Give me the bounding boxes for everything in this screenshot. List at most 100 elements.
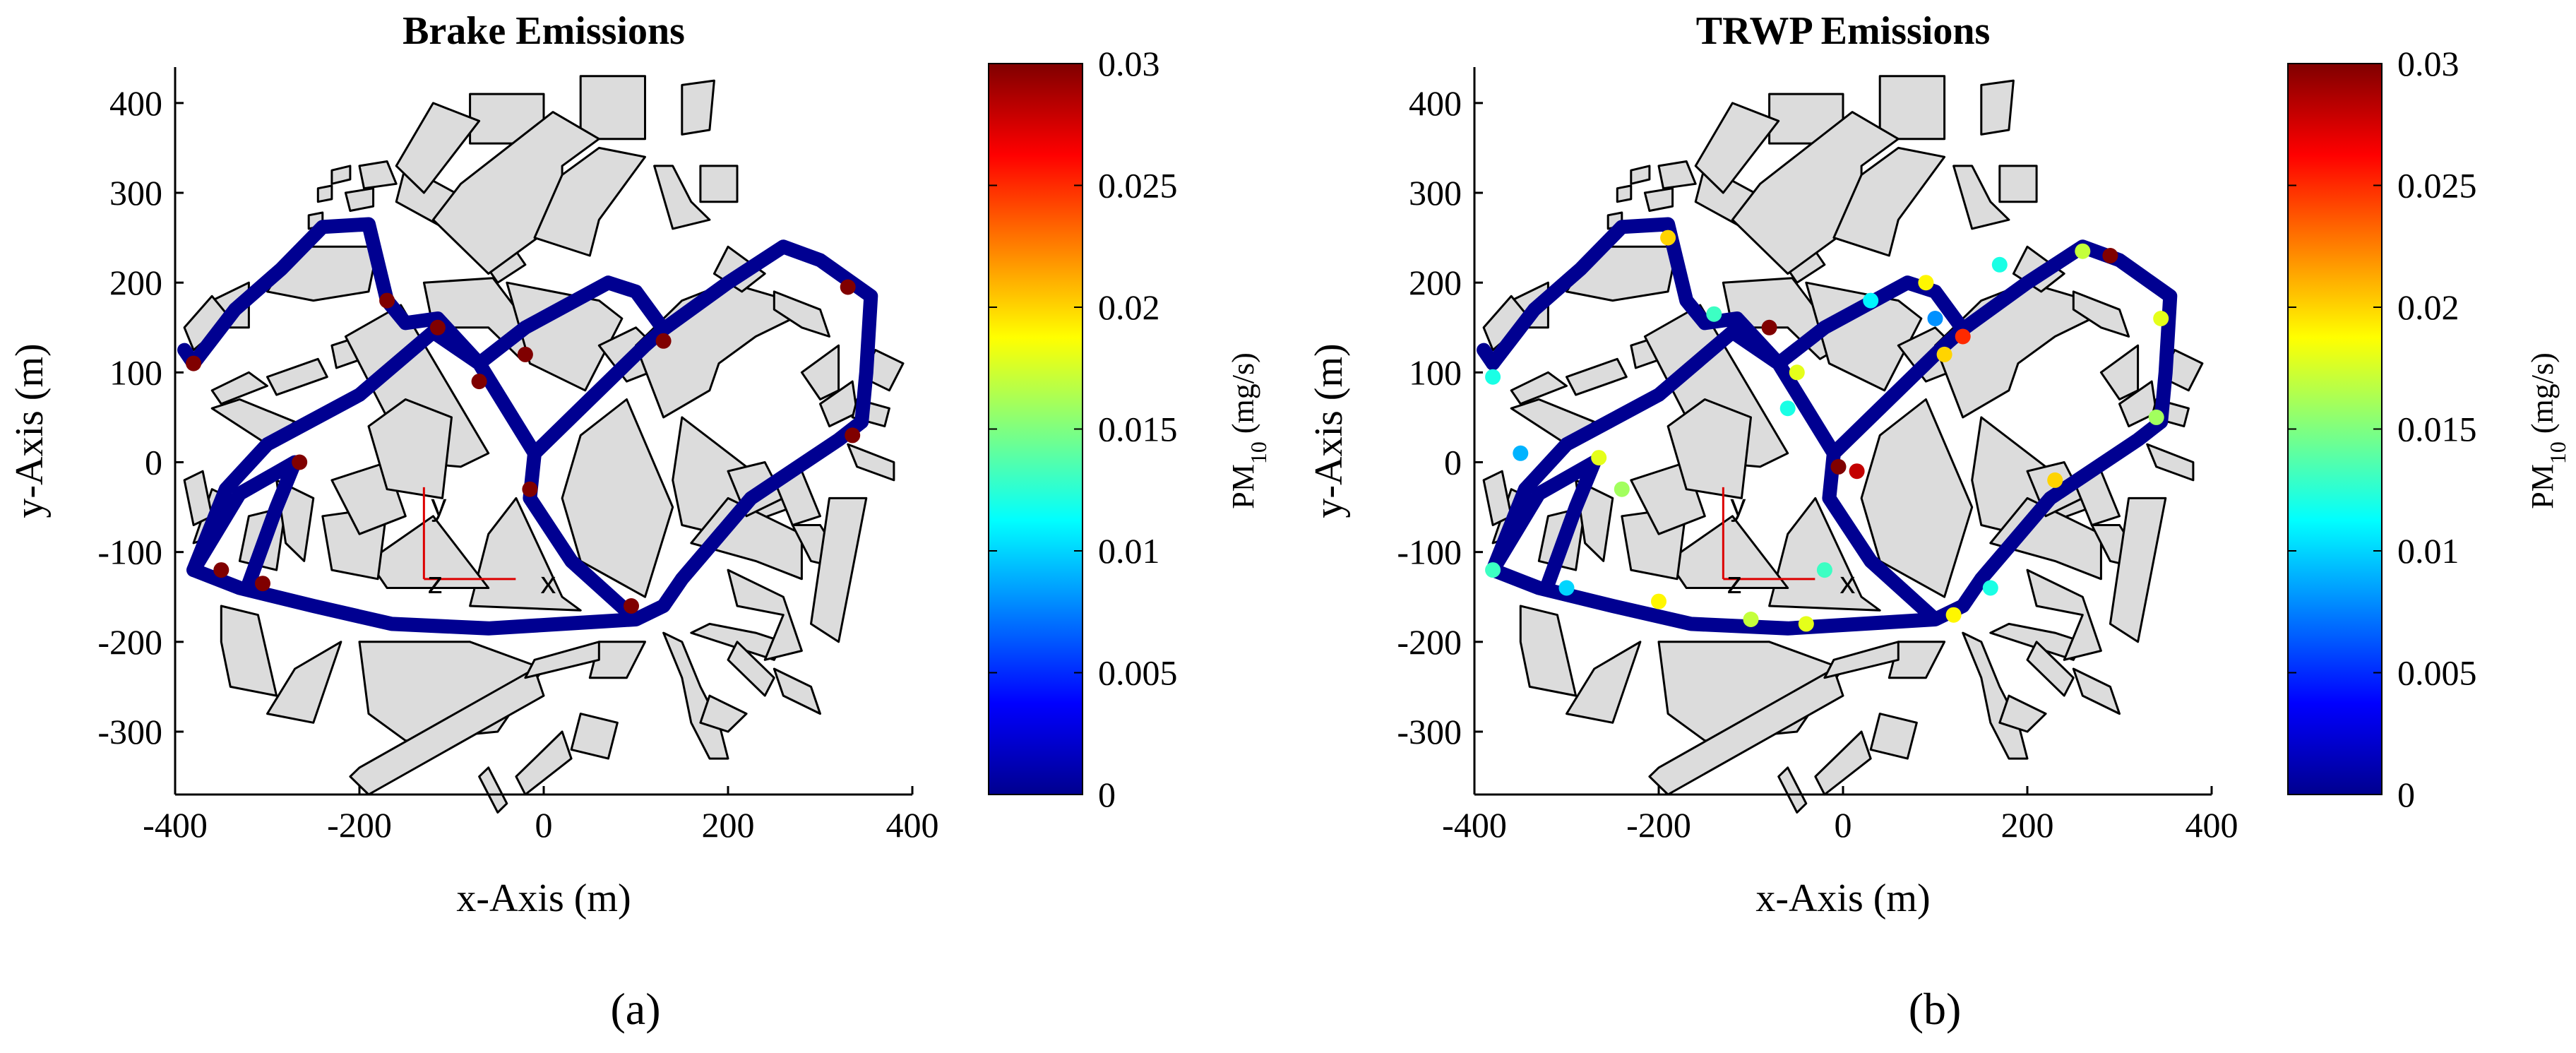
panel-b-y-tick-label: 0	[1444, 443, 1462, 482]
panel-a-colorbar-ticks: 0 0.005 0.01 0.015 0.02 0.025 0.03	[989, 44, 1178, 814]
panel-a-building	[588, 641, 646, 679]
panel-b-building	[1566, 357, 1628, 396]
panel-a-emission-point	[255, 576, 270, 592]
panel-a-building	[533, 146, 646, 257]
panel-a-colorbar-tick-label: 0.01	[1098, 531, 1160, 571]
panel-a-building	[773, 290, 830, 338]
panel-a-colorbar-tick-label: 0.005	[1098, 653, 1178, 693]
panel-b-map-area: y z x	[1477, 75, 2204, 814]
panel-b-y-tick-label: 100	[1409, 352, 1462, 392]
panel-b-emission-point	[1849, 463, 1865, 480]
panel-b-emission-point	[1816, 562, 1832, 578]
panel-b-colorbar-tick-label: 0.02	[2397, 287, 2459, 327]
panel-b-route-segment	[1477, 343, 1501, 371]
panel-b-emission-point	[1706, 306, 1722, 322]
panel-a-emission-point	[292, 454, 308, 470]
panel-b-colorbar-tick-label: 0.025	[2397, 166, 2477, 206]
panel-b-building	[1519, 605, 1578, 697]
panel-a-building	[727, 641, 775, 697]
panel-a-y-tick-label: -300	[97, 712, 162, 751]
panel-a-y-axis-label: y-Axis (m)	[8, 343, 52, 518]
panel-b-emission-point	[1779, 400, 1796, 417]
panel-b-building	[2146, 443, 2195, 482]
panel-b-y-tick-label: -200	[1397, 622, 1462, 662]
panel-a-building	[800, 344, 840, 400]
panel-a-colorbar: 0 0.005 0.01 0.015 0.02 0.025 0.03 PM10 (mg/s)	[988, 44, 1271, 814]
panel-a-building	[367, 398, 453, 499]
panel-b-building	[1888, 641, 1946, 679]
panel-a-plot: y z x -400 -200 0 200 400 -300 -200 -100 0 100 200 30…	[97, 67, 939, 845]
panel-b-building	[1989, 496, 2102, 581]
panel-a-emission-point	[522, 481, 538, 497]
panel-a-building	[210, 371, 268, 405]
panel-a-colorbar-tick-label: 0.015	[1098, 410, 1178, 449]
panel-a-building	[699, 694, 748, 733]
panel-b-emission-point	[1945, 607, 1962, 623]
panel-a-building	[699, 165, 739, 203]
panel-a-building	[524, 641, 600, 679]
panel-a-building	[847, 443, 895, 482]
panel-b-colorbar-tick-label: 0.005	[2397, 653, 2477, 693]
panel-b-title: TRWP Emissions	[1696, 9, 1991, 53]
panel-b-building	[1694, 102, 1780, 194]
panel-b-building	[2026, 569, 2102, 661]
panel-a-y-tick-label: 200	[109, 263, 162, 302]
panel-b-building	[1832, 146, 1946, 257]
panel-a-building	[266, 641, 342, 724]
panel-b-emission-point	[1863, 292, 1879, 309]
panel-a-y-tick-label: 400	[109, 83, 162, 123]
panel-b-building	[1878, 75, 1946, 141]
panel-a-building	[570, 713, 619, 760]
panel-a-building	[515, 730, 573, 796]
panel-b-plot: y z x -400 -200 0 200 400 -300 -200 -100 0 100 200 30…	[1397, 67, 2238, 845]
panel-a-colorbar-title: PM10 (mg/s)	[1226, 352, 1271, 508]
panel-b-emission-point	[1485, 369, 1501, 385]
panel-a-frame-label-x: x	[540, 566, 556, 600]
panel-b-x-tick-label: 200	[2001, 805, 2054, 845]
panel-a-building	[344, 187, 375, 212]
panel-a-building	[727, 569, 803, 661]
panel-a-x-tick-label: -400	[143, 805, 208, 845]
panel-a-emission-point	[213, 562, 229, 578]
panel-a-route-segment	[527, 322, 671, 460]
panel-b-emission-point	[1660, 230, 1676, 246]
panel-a-building	[579, 75, 646, 141]
panel-b-building	[2026, 641, 2075, 697]
panel-b-x-tick-label: -200	[1626, 805, 1691, 845]
panel-b-building	[1510, 371, 1568, 405]
panel-a-x-tick-label: 200	[702, 805, 755, 845]
panel-b-frame-label-z: z	[1727, 566, 1742, 600]
panel-b-route-segment	[1826, 322, 1970, 460]
panel-b-building	[1934, 281, 2093, 419]
panel-a-building	[330, 165, 352, 185]
panel-a-sublabel: (a)	[610, 984, 660, 1034]
panel-b-building	[2072, 667, 2121, 715]
panel-a-frame-label-z: z	[427, 566, 443, 600]
panel-b-emission-point	[1558, 580, 1575, 596]
panel-b-colorbar-ticks: 0 0.005 0.01 0.015 0.02 0.025 0.03	[2288, 44, 2477, 814]
panel-a-building	[681, 79, 715, 136]
panel-a-building	[316, 184, 333, 203]
panel-b-emission-point	[1651, 593, 1666, 609]
panel-a: Brake Emissions yz x -400 -200 0 200 400-300-…	[8, 9, 1271, 1034]
panel-b-building	[1643, 187, 1674, 212]
panel-a-building	[478, 766, 508, 814]
panel-b-emission-point	[1936, 346, 1952, 362]
panel-b-emission-point	[1830, 458, 1847, 475]
panel-a-y-tick-label: 300	[109, 173, 162, 213]
panel-a-building	[690, 496, 803, 581]
panel-a-colorbar-tick-label: 0	[1098, 775, 1116, 814]
panel-b-emission-point	[1743, 612, 1759, 627]
panel-a-building	[266, 357, 328, 396]
panel-b-emission-point	[1789, 364, 1805, 381]
panel-a-emission-point	[655, 333, 672, 349]
panel-a-building	[395, 102, 481, 194]
panel-b-x-tick-label: 0	[1835, 805, 1852, 845]
panel-b-building	[1666, 515, 1789, 589]
panel-b-building	[2099, 344, 2140, 400]
panel-a-emission-point	[186, 355, 202, 371]
panel-b-building	[1998, 165, 2038, 203]
panel-a-x-tick-label: 400	[886, 805, 939, 845]
panel-b-emission-point	[1927, 311, 1943, 326]
panel-a-building	[810, 496, 868, 643]
